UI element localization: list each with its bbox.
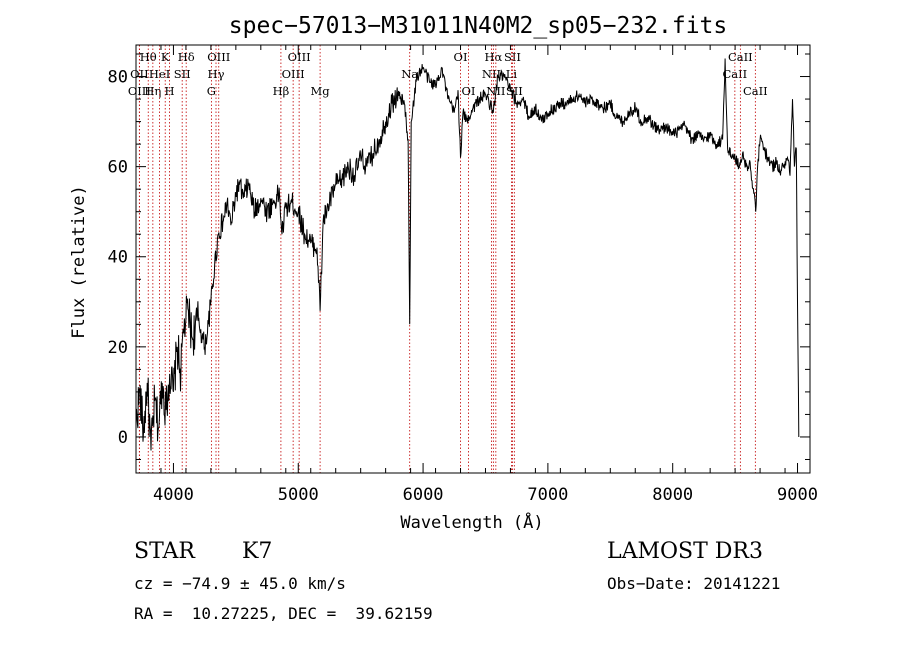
plot-frame [135, 44, 811, 474]
line-label-25: CaII [722, 67, 747, 81]
line-label-10: OIII [207, 50, 230, 64]
y-tick-label-3: 60 [108, 158, 128, 178]
line-label-16: Na [401, 67, 418, 81]
x-tick-label-3: 7000 [527, 485, 568, 505]
line-label-13: OIII [282, 67, 305, 81]
redshift-velocity: cz = −74.9 ± 45.0 km/s [134, 574, 346, 593]
line-label-26: CaII [728, 50, 753, 64]
x-tick-label-0: 4000 [153, 485, 194, 505]
line-label-14: OIII [288, 50, 311, 64]
line-label-6: H [165, 84, 175, 98]
x-tick-label-1: 5000 [278, 485, 319, 505]
x-tick-label-4: 8000 [652, 485, 693, 505]
y-tick-label-2: 40 [108, 248, 128, 268]
line-label-19: NII [482, 67, 501, 81]
line-label-4: HeI [149, 67, 170, 81]
x-axis-label: Wavelength (Å) [400, 511, 543, 533]
line-label-23: SII [504, 50, 521, 64]
line-label-3: Hη [144, 84, 161, 98]
line-label-17: OI [454, 50, 468, 64]
line-label-15: Mg [311, 84, 331, 98]
y-axis-label: Flux (relative) [69, 185, 89, 339]
line-label-27: CaII [743, 84, 768, 98]
sky-coordinates: RA = 10.27225, DEC = 39.62159 [134, 604, 433, 623]
x-tick-label-5: 9000 [777, 485, 818, 505]
spectral-line-markers: HθOIIOIIIHηHeIKHSIIHδGOIIIHγHβOIIIOIIIMg… [128, 45, 768, 473]
line-label-7: SII [174, 67, 191, 81]
survey-name: LAMOST DR3 [607, 539, 763, 564]
line-label-2: OIII [128, 84, 151, 98]
flux-series-line [135, 58, 800, 451]
line-label-5: K [161, 50, 170, 64]
y-tick-label-0: 0 [118, 428, 128, 448]
object-class: STAR [134, 539, 195, 564]
y-tick-label-1: 20 [108, 338, 128, 358]
line-label-22: Li [506, 67, 518, 81]
line-label-8: Hδ [178, 50, 195, 64]
line-label-12: Hβ [273, 84, 290, 98]
line-label-9: G [207, 84, 216, 98]
line-label-11: Hγ [208, 67, 225, 81]
line-label-0: Hθ [140, 50, 157, 64]
observation-date: Obs−Date: 20141221 [607, 574, 781, 593]
object-subclass: K7 [242, 539, 273, 564]
line-label-20: Hα [484, 50, 502, 64]
axis-ticks: 4000 5000 6000 7000 8000 9000 0 20 40 60 80 [108, 45, 818, 505]
line-label-18: OI [462, 84, 476, 98]
chart-title: spec−57013−M31011N40M2_sp05−232.fits [229, 13, 728, 39]
x-tick-label-2: 6000 [403, 485, 444, 505]
y-tick-label-4: 80 [108, 68, 128, 88]
